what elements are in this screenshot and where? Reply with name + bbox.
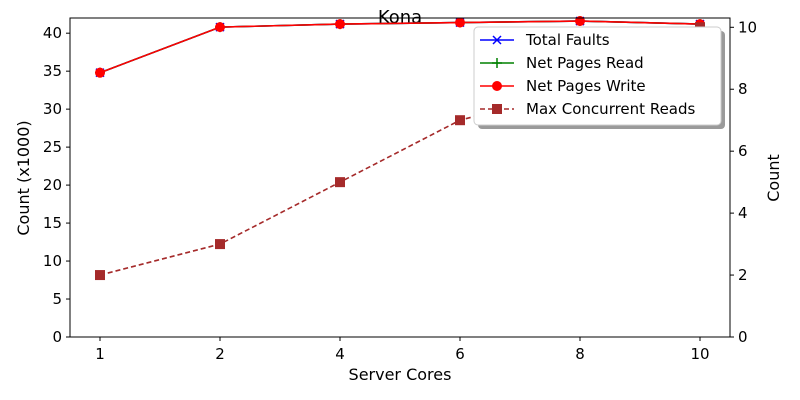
legend-marker [492, 35, 502, 45]
y2-tick-label: 4 [738, 204, 748, 222]
data-point [95, 67, 105, 78]
y2-tick-label: 6 [738, 142, 748, 160]
x-axis-label: Server Cores [349, 365, 452, 384]
data-point [95, 270, 105, 281]
y-tick-label: 40 [43, 24, 62, 42]
y2-tick-label: 8 [738, 80, 748, 98]
y-tick-label: 15 [43, 214, 62, 232]
y-tick-label: 35 [43, 62, 62, 80]
legend-marker [492, 81, 502, 91]
data-point [335, 177, 345, 188]
plot-frame [69, 17, 731, 338]
data-point [455, 17, 465, 28]
legend-marker [492, 58, 502, 68]
x-tick-label: 1 [95, 345, 105, 363]
y-tick-label: 25 [43, 138, 62, 156]
y2-axis-label: Count [764, 154, 783, 202]
legend: Total Faults Net Pages Read Net Pages Writ… [473, 26, 725, 129]
data-point [215, 22, 225, 33]
x-tick-label: 4 [335, 345, 345, 363]
y-tick-label: 5 [52, 290, 62, 308]
x-tick-label: 2 [215, 345, 225, 363]
legend-label: Net Pages Read [526, 54, 644, 72]
y-axis-label: Count (x1000) [14, 120, 33, 235]
data-point [455, 115, 465, 126]
legend-label: Max Concurrent Reads [526, 100, 696, 118]
legend-box [473, 26, 722, 126]
x-tick-label: 6 [455, 345, 465, 363]
x-axis: 1 2 4 6 8 10 [95, 337, 710, 363]
y-tick-label: 20 [43, 176, 62, 194]
y-tick-label: 10 [43, 252, 62, 270]
x-tick-label: 8 [575, 345, 585, 363]
y-axis-left: 0 5 10 15 20 25 30 35 40 [43, 24, 70, 346]
y2-tick-label: 10 [738, 18, 757, 36]
y2-tick-label: 0 [738, 328, 748, 346]
x-tick-label: 10 [690, 345, 709, 363]
data-point [215, 239, 225, 250]
legend-label: Total Faults [525, 31, 610, 49]
data-point [335, 19, 345, 30]
data-point [575, 16, 585, 27]
y2-tick-label: 2 [738, 266, 748, 284]
series-line [99, 20, 701, 74]
y-tick-label: 0 [52, 328, 62, 346]
legend-label: Net Pages Write [526, 77, 646, 95]
legend-marker [492, 104, 502, 114]
y-tick-label: 30 [43, 100, 62, 118]
y-axis-right: 0 2 4 6 8 10 [730, 18, 757, 346]
